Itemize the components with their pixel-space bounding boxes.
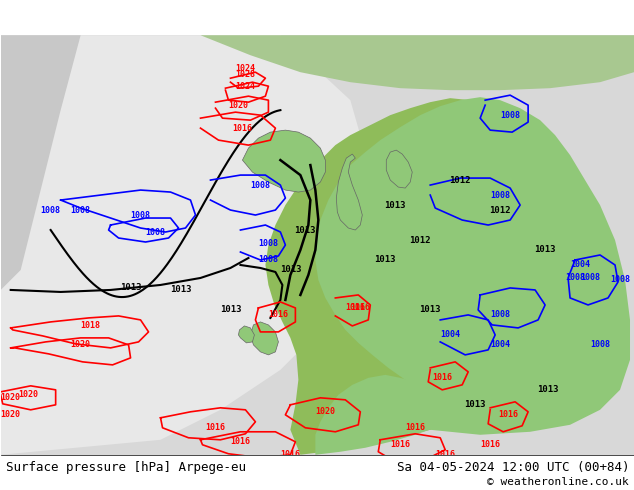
Text: 1020: 1020 <box>315 407 335 416</box>
Text: 1008: 1008 <box>70 205 91 215</box>
Text: 1012: 1012 <box>450 175 471 185</box>
Text: 1016: 1016 <box>233 123 252 133</box>
Text: 1013: 1013 <box>375 255 396 265</box>
Text: 1016: 1016 <box>351 303 370 313</box>
Text: 1008: 1008 <box>590 341 610 349</box>
Text: 1016: 1016 <box>391 441 410 449</box>
Text: 1016: 1016 <box>480 441 500 449</box>
Polygon shape <box>266 98 575 455</box>
Polygon shape <box>1 35 380 455</box>
Text: 1008: 1008 <box>490 311 510 319</box>
Text: 1004: 1004 <box>490 341 510 349</box>
Text: 1020: 1020 <box>228 100 249 110</box>
Text: 1008: 1008 <box>146 227 165 237</box>
Polygon shape <box>1 35 81 290</box>
Polygon shape <box>250 322 278 355</box>
Text: 1013: 1013 <box>280 266 301 274</box>
Text: 1016: 1016 <box>405 423 425 432</box>
Text: 1016: 1016 <box>498 410 518 419</box>
Text: Sa 04-05-2024 12:00 UTC (00+84): Sa 04-05-2024 12:00 UTC (00+84) <box>396 461 629 474</box>
Text: 1008: 1008 <box>500 111 520 120</box>
Text: 1028: 1028 <box>235 70 256 79</box>
Text: 1013: 1013 <box>170 286 191 294</box>
Text: 1016: 1016 <box>346 303 365 313</box>
Polygon shape <box>336 154 362 230</box>
Text: 1012: 1012 <box>410 236 431 245</box>
Text: 1020: 1020 <box>18 391 39 399</box>
Text: 1004: 1004 <box>570 261 590 270</box>
Text: 1013: 1013 <box>538 385 559 394</box>
Text: 1013: 1013 <box>534 245 556 254</box>
Text: 1008: 1008 <box>131 211 150 220</box>
Text: 1008: 1008 <box>41 205 61 215</box>
Polygon shape <box>386 150 412 188</box>
Text: 1020: 1020 <box>70 341 91 349</box>
Text: 1016: 1016 <box>432 373 452 382</box>
Text: Surface pressure [hPa] Arpege-eu: Surface pressure [hPa] Arpege-eu <box>6 461 246 474</box>
Bar <box>1 35 634 455</box>
Text: 1008: 1008 <box>259 239 278 247</box>
Text: 1020: 1020 <box>1 410 21 419</box>
Text: 1008: 1008 <box>565 273 585 282</box>
Text: 1024: 1024 <box>235 64 256 73</box>
Text: 1013: 1013 <box>465 400 486 409</box>
Text: © weatheronline.co.uk: © weatheronline.co.uk <box>488 477 629 487</box>
Text: 1008: 1008 <box>250 181 271 190</box>
Text: 1016: 1016 <box>435 450 455 459</box>
Bar <box>1 455 634 490</box>
Text: 1013: 1013 <box>295 225 316 235</box>
Polygon shape <box>238 326 254 343</box>
Text: 1012: 1012 <box>489 205 511 215</box>
Text: 1016: 1016 <box>268 311 288 319</box>
Text: 1008: 1008 <box>580 273 600 282</box>
Text: 1016: 1016 <box>230 437 250 446</box>
Text: 1013: 1013 <box>120 283 141 293</box>
Polygon shape <box>242 130 325 192</box>
Text: 1013: 1013 <box>420 305 441 315</box>
Text: 1016: 1016 <box>205 423 226 432</box>
Text: 1016: 1016 <box>280 450 301 459</box>
Text: 1008: 1008 <box>490 191 510 199</box>
Text: 1004: 1004 <box>440 330 460 340</box>
Text: 1024: 1024 <box>235 82 256 91</box>
Polygon shape <box>200 35 634 90</box>
Text: 1013: 1013 <box>384 200 406 210</box>
Text: 1013: 1013 <box>220 305 241 315</box>
Text: 1008: 1008 <box>259 255 278 265</box>
Text: 1008: 1008 <box>610 275 630 285</box>
Polygon shape <box>315 97 630 435</box>
Text: 1020: 1020 <box>1 393 21 402</box>
Polygon shape <box>315 375 445 455</box>
Text: 1018: 1018 <box>81 321 101 330</box>
